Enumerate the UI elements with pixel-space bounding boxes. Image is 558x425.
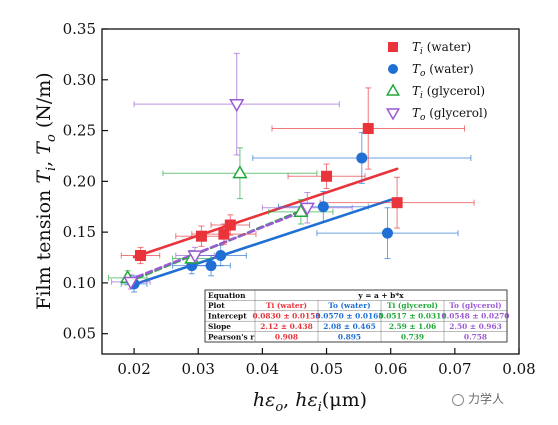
data-point — [321, 170, 333, 182]
table-cell: y = a + b*x — [357, 291, 404, 300]
table-cell: 0.0517 ± 0.0311 — [379, 312, 447, 321]
watermark: 力学人 — [452, 390, 504, 407]
fit-table — [204, 289, 508, 343]
table-cell: 2.08 ± 0.465 — [323, 322, 375, 331]
data-point — [123, 276, 139, 290]
table-cell: 0.0570 ± 0.0165 — [316, 312, 384, 321]
data-point — [187, 250, 203, 264]
table-cell: 0.739 — [401, 332, 424, 341]
legend-marker — [388, 42, 398, 52]
table-row-label: Pearson's r — [208, 332, 254, 341]
data-point — [356, 152, 368, 164]
table-cell: 2.12 ± 0.438 — [260, 322, 312, 331]
plot-frame — [101, 28, 520, 355]
watermark-text: 力学人 — [468, 392, 505, 406]
table-row-label: Slope — [208, 322, 231, 331]
data-point — [362, 123, 374, 135]
y-tick-label: 0.10 — [63, 274, 96, 292]
data-point — [218, 228, 230, 240]
y-tick-label: 0.20 — [63, 172, 96, 190]
legend-label: To (water) — [412, 62, 474, 79]
legend-marker — [388, 64, 398, 74]
table-cell: 0.895 — [338, 332, 361, 341]
y-tick-label: 0.25 — [63, 122, 96, 140]
data-point — [391, 197, 403, 209]
data-point — [232, 165, 248, 179]
x-tick-label: 0.07 — [438, 360, 471, 378]
x-tick-label: 0.04 — [246, 360, 279, 378]
y-tick-label: 0.05 — [63, 325, 96, 343]
x-tick-label: 0.06 — [374, 360, 407, 378]
x-axis-title: hεo, hεi(μm) — [253, 389, 367, 415]
x-tick-label: 0.03 — [182, 360, 215, 378]
data-point — [229, 99, 245, 113]
y-axis-title: Film tension Ti, To (N/m) — [33, 72, 59, 309]
legend-marker — [385, 108, 401, 121]
table-cell: Ti (water) — [266, 301, 307, 310]
data-point — [381, 227, 393, 239]
data-point — [205, 260, 217, 272]
y-tick-label: 0.30 — [63, 71, 96, 89]
y-tick-label: 0.35 — [63, 20, 96, 38]
data-point — [195, 230, 207, 242]
legend-label: Ti (water) — [412, 40, 471, 57]
table-cell: 0.0548 ± 0.0270 — [442, 312, 510, 321]
data-point — [134, 249, 146, 261]
table-cell: 0.908 — [275, 332, 298, 341]
data-point — [317, 201, 329, 213]
wechat-logo-icon — [452, 394, 464, 406]
table-cell: 2.59 ± 1.06 — [389, 322, 436, 331]
legend-label: Ti (glycerol) — [412, 84, 485, 101]
data-point — [215, 249, 227, 261]
table-cell: To (water) — [328, 301, 370, 310]
fit-line — [132, 198, 392, 286]
table-cell: 2.50 ± 0.963 — [449, 322, 501, 331]
fit-line — [132, 167, 399, 259]
legend-marker — [385, 83, 401, 96]
y-tick-label: 0.15 — [63, 223, 96, 241]
fit-line — [126, 208, 309, 282]
table-row-label: Intercept — [208, 312, 247, 321]
table-row-label: Equation — [208, 291, 246, 300]
x-tick-label: 0.02 — [117, 360, 150, 378]
table-cell: 0.0830 ± 0.0153 — [253, 312, 321, 321]
legend-label: To (glycerol) — [412, 106, 488, 123]
data-point — [293, 203, 309, 217]
x-tick-label: 0.08 — [502, 360, 535, 378]
x-tick-label: 0.05 — [310, 360, 343, 378]
table-cell: 0.758 — [464, 332, 487, 341]
data-point — [224, 219, 236, 231]
table-row-label: Plot — [208, 301, 225, 310]
table-cell: Ti (glycerol) — [387, 301, 438, 310]
table-cell: To (glycerol) — [449, 301, 501, 310]
data-point — [299, 202, 315, 216]
